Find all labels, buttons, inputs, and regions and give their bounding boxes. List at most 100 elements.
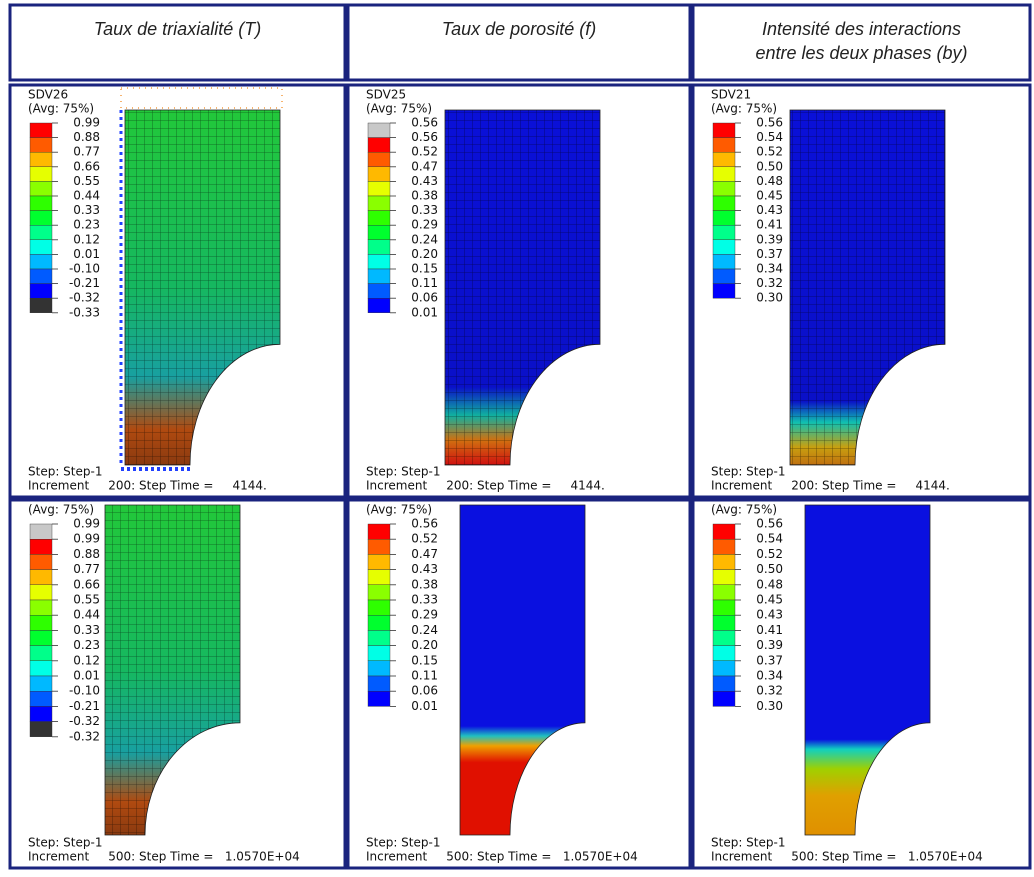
legend-value: 0.52 (756, 547, 783, 561)
legend-swatch (367, 584, 391, 601)
legend-value: 0.29 (411, 608, 438, 622)
legend-swatch (712, 181, 736, 197)
header-title: Taux de porosité (f) (442, 19, 596, 39)
legend-value: 0.99 (73, 517, 100, 531)
legend-value: 0.47 (411, 547, 438, 561)
legend-value: 0.43 (411, 562, 438, 576)
header-title: entre les deux phases (by) (755, 43, 967, 63)
legend-value: 0.88 (73, 547, 100, 561)
legend-swatch (367, 224, 391, 240)
step-label: Step: Step-1 (28, 836, 102, 850)
legend-swatch (367, 554, 391, 570)
legend-swatch (29, 630, 53, 646)
legend-swatch (712, 137, 736, 153)
legend-swatch (367, 210, 391, 226)
legend-swatch (29, 539, 53, 555)
legend-value: 0.15 (411, 653, 438, 667)
legend-swatch (29, 298, 53, 314)
legend-swatch (367, 298, 391, 314)
legend-swatch (29, 166, 53, 182)
legend-swatch (367, 122, 391, 138)
legend-swatch (712, 584, 736, 601)
legend-value: 0.32 (756, 276, 783, 290)
legend-value: 0.52 (411, 532, 438, 546)
legend-value: -0.32 (69, 729, 100, 743)
legend-value: 0.24 (411, 623, 438, 637)
legend-swatch (29, 615, 53, 631)
legend-value: 0.99 (73, 116, 100, 130)
avg-label: (Avg: 75%) (28, 503, 94, 517)
legend-value: 0.06 (411, 291, 438, 305)
legend-swatch (712, 224, 736, 240)
legend-value: 0.01 (73, 669, 100, 683)
legend-value: 0.66 (73, 577, 100, 591)
increment-label: Increment 500: Step Time = 1.0570E+04 (366, 850, 638, 864)
legend-swatch (712, 151, 736, 167)
legend-value: 0.37 (756, 653, 783, 667)
legend-swatch (367, 691, 391, 707)
legend-value: 0.47 (411, 159, 438, 173)
legend-swatch (29, 523, 53, 540)
legend-value: 0.23 (73, 638, 100, 652)
legend-swatch (712, 523, 736, 540)
legend-value: 0.24 (411, 232, 438, 246)
legend-swatch (29, 569, 53, 585)
legend-swatch (29, 224, 53, 240)
legend-swatch (29, 599, 53, 616)
legend-value: 0.50 (756, 159, 783, 173)
legend-swatch (712, 691, 736, 707)
legend-value: 0.48 (756, 174, 783, 188)
legend-value: 0.39 (756, 232, 783, 246)
legend-swatch (712, 599, 736, 616)
legend-value: 0.12 (73, 232, 100, 246)
legend-value: 0.32 (756, 684, 783, 698)
legend-swatch (367, 615, 391, 631)
legend-value: 0.20 (411, 638, 438, 652)
legend-value: 0.33 (73, 623, 100, 637)
avg-label: (Avg: 75%) (711, 503, 777, 517)
avg-label: (Avg: 75%) (28, 102, 94, 116)
step-label: Step: Step-1 (711, 465, 785, 479)
legend-value: 0.01 (411, 305, 438, 319)
legend-swatch (29, 254, 53, 270)
avg-label: (Avg: 75%) (366, 102, 432, 116)
legend-value: 0.52 (756, 145, 783, 159)
legend-value: -0.21 (69, 699, 100, 713)
legend-value: 0.43 (756, 608, 783, 622)
increment-label: Increment 200: Step Time = 4144. (28, 479, 267, 493)
legend-value: -0.32 (69, 714, 100, 728)
legend-value: 0.11 (411, 669, 438, 683)
legend-swatch (29, 239, 53, 255)
legend-swatch (712, 268, 736, 284)
legend-swatch (712, 675, 736, 692)
header-cell (346, 3, 692, 82)
legend-swatch (367, 569, 391, 585)
legend-swatch (29, 137, 53, 153)
legend-value: 0.41 (756, 218, 783, 232)
legend-value: 0.77 (73, 145, 100, 159)
legend-swatch (712, 569, 736, 585)
legend-swatch (29, 210, 53, 226)
legend-swatch (712, 166, 736, 182)
legend-value: 0.43 (411, 174, 438, 188)
mesh (445, 110, 600, 465)
legend-swatch (367, 268, 391, 284)
legend-swatch (367, 645, 391, 661)
legend-swatch (367, 599, 391, 616)
legend-value: 0.56 (411, 130, 438, 144)
legend-value: 0.29 (411, 218, 438, 232)
legend-swatch (712, 283, 736, 299)
legend-swatch (712, 239, 736, 255)
legend-value: 0.48 (756, 577, 783, 591)
legend-swatch (367, 151, 391, 167)
legend-value: -0.10 (69, 262, 100, 276)
legend-swatch (367, 137, 391, 153)
mesh (790, 110, 945, 465)
step-label: Step: Step-1 (28, 465, 102, 479)
legend-swatch (367, 283, 391, 299)
legend-value: 0.55 (73, 593, 100, 607)
header-cell (691, 3, 1032, 82)
legend-swatch (29, 584, 53, 601)
legend-swatch (29, 283, 53, 299)
legend-swatch (367, 660, 391, 677)
